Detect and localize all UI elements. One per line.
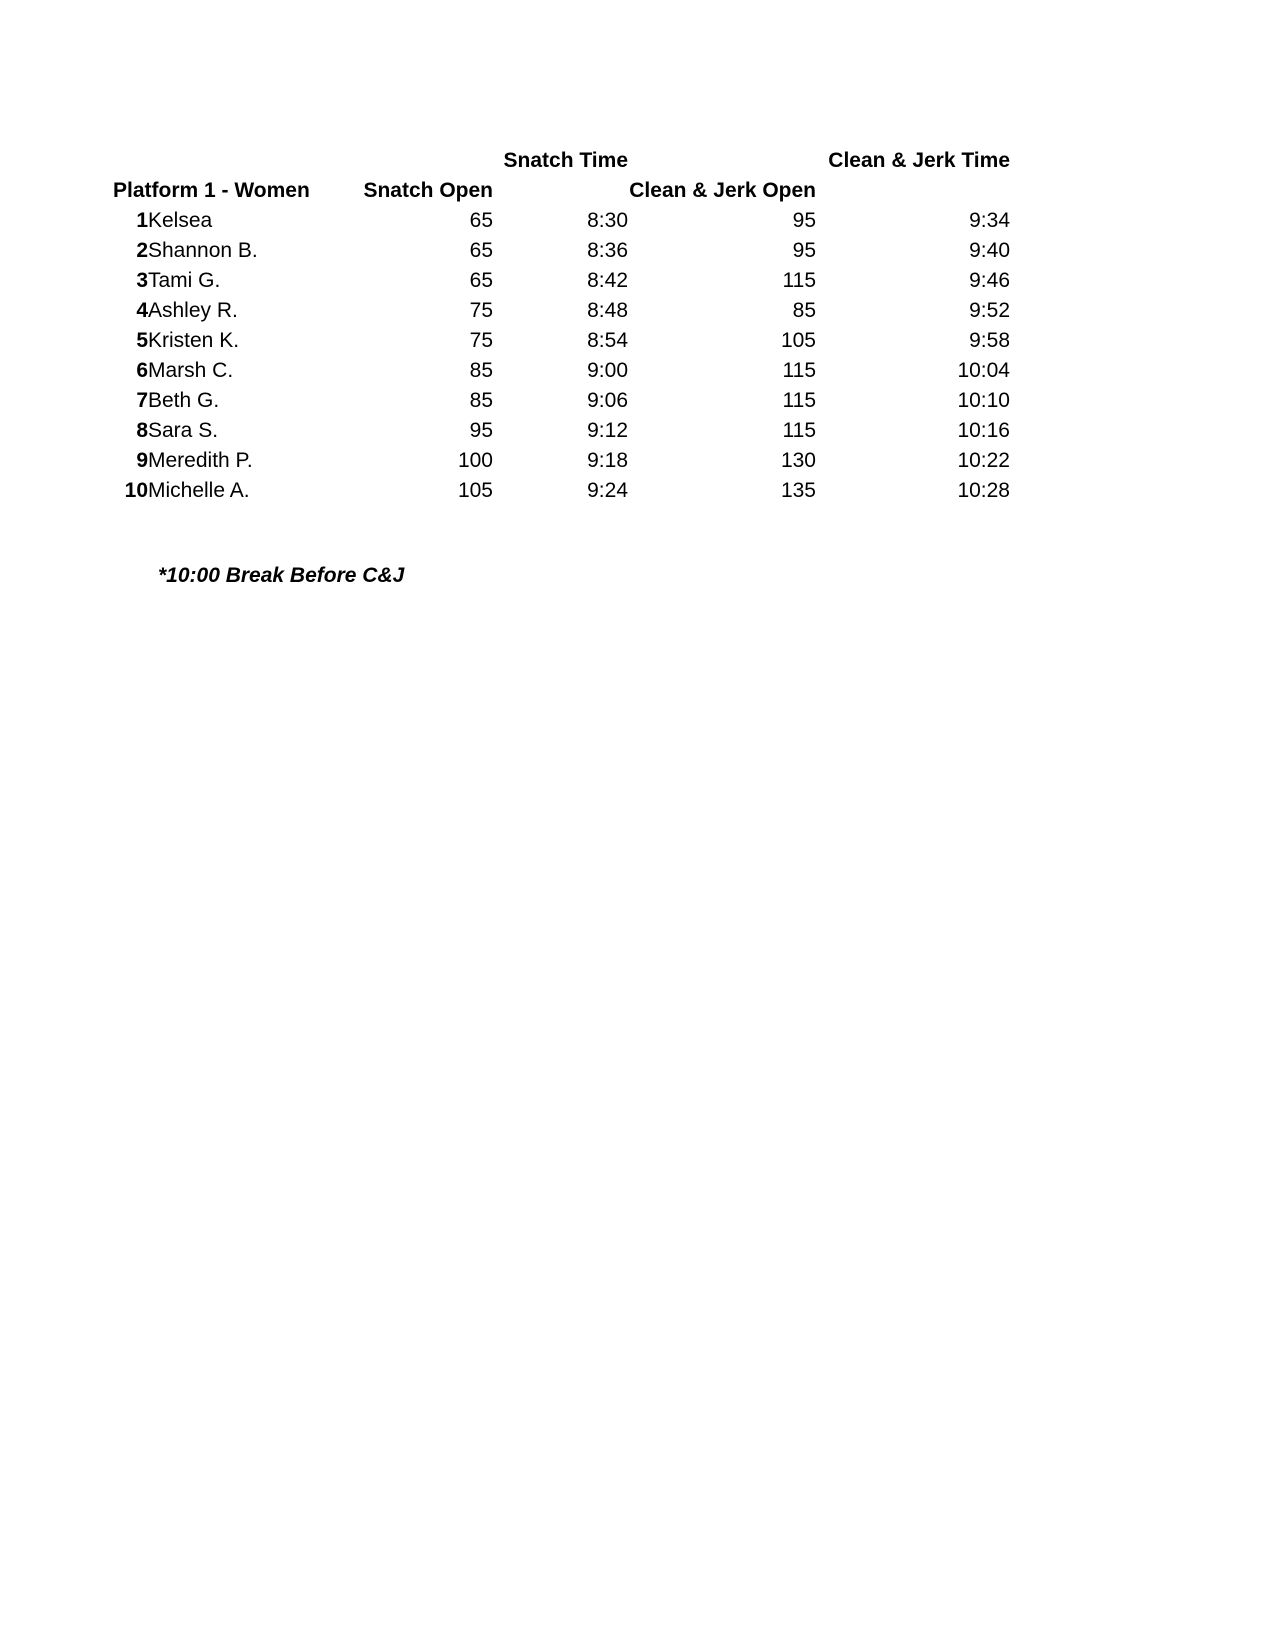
snatch-open-header: Snatch Open xyxy=(363,179,493,202)
row-number: 10 xyxy=(124,479,148,502)
snatch-time-value: 9:18 xyxy=(587,449,628,472)
clean-jerk-open-value: 135 xyxy=(780,479,816,502)
clean-jerk-time-value: 9:34 xyxy=(969,209,1010,232)
clean-jerk-open-header: Clean & Jerk Open xyxy=(629,179,816,202)
athlete-name: Shannon B. xyxy=(148,239,258,262)
athlete-name: Michelle A. xyxy=(148,479,250,502)
snatch-time-header: Snatch Time xyxy=(503,149,628,172)
snatch-open-value: 100 xyxy=(457,449,493,472)
table-row: 7 Beth G. 85 9:06 115 10:10 xyxy=(113,386,1010,416)
empty-cell xyxy=(113,146,148,176)
clean-jerk-open-value: 115 xyxy=(782,419,816,442)
snatch-open-value: 105 xyxy=(457,479,493,502)
schedule-table: Snatch Time Clean & Jerk Time Platform 1… xyxy=(113,146,1010,506)
snatch-open-value: 65 xyxy=(469,209,493,232)
snatch-open-value: 65 xyxy=(469,269,493,292)
snatch-open-value: 75 xyxy=(469,329,493,352)
row-number: 3 xyxy=(136,269,148,292)
empty-cell xyxy=(628,146,816,176)
clean-jerk-open-value: 130 xyxy=(780,449,816,472)
athlete-name: Sara S. xyxy=(148,419,219,442)
table-row: 3 Tami G. 65 8:42 115 9:46 xyxy=(113,266,1010,296)
table-row: 6 Marsh C. 85 9:00 115 10:04 xyxy=(113,356,1010,386)
clean-jerk-time-value: 10:22 xyxy=(957,449,1010,472)
table-row: 8 Sara S. 95 9:12 115 10:16 xyxy=(113,416,1010,446)
clean-jerk-open-value: 115 xyxy=(782,269,816,292)
table-row: 2 Shannon B. 65 8:36 95 9:40 xyxy=(113,236,1010,266)
snatch-time-value: 8:42 xyxy=(587,269,628,292)
clean-jerk-time-value: 10:10 xyxy=(957,389,1010,412)
empty-cell xyxy=(353,146,493,176)
empty-cell xyxy=(816,176,1010,206)
snatch-time-value: 9:06 xyxy=(587,389,628,412)
snatch-time-value: 8:30 xyxy=(587,209,628,232)
athlete-name: Tami G. xyxy=(148,269,221,292)
clean-jerk-time-header: Clean & Jerk Time xyxy=(828,149,1010,172)
clean-jerk-time-value: 9:52 xyxy=(969,299,1010,322)
clean-jerk-open-value: 105 xyxy=(780,329,816,352)
clean-jerk-open-value: 95 xyxy=(792,209,816,232)
table-row: 4 Ashley R. 75 8:48 85 9:52 xyxy=(113,296,1010,326)
athlete-name: Kelsea xyxy=(148,209,213,232)
row-number: 9 xyxy=(136,449,148,472)
clean-jerk-open-value: 95 xyxy=(792,239,816,262)
athlete-name: Beth G. xyxy=(148,389,220,412)
row-number: 5 xyxy=(136,329,148,352)
clean-jerk-time-value: 10:28 xyxy=(957,479,1010,502)
platform-header: Platform 1 - Women xyxy=(113,179,310,202)
table-row: 10 Michelle A. 105 9:24 135 10:28 xyxy=(113,476,1010,506)
snatch-time-value: 9:24 xyxy=(587,479,628,502)
athlete-name: Meredith P. xyxy=(148,449,253,472)
snatch-open-value: 75 xyxy=(469,299,493,322)
column-header-row: Platform 1 - Women Snatch Open Clean & J… xyxy=(113,176,1010,206)
clean-jerk-time-value: 9:58 xyxy=(969,329,1010,352)
clean-jerk-time-value: 9:40 xyxy=(969,239,1010,262)
row-number: 4 xyxy=(136,299,148,322)
clean-jerk-time-value: 9:46 xyxy=(969,269,1010,292)
snatch-time-value: 8:36 xyxy=(587,239,628,262)
empty-cell xyxy=(148,146,353,176)
clean-jerk-open-value: 85 xyxy=(792,299,816,322)
schedule-sheet: Snatch Time Clean & Jerk Time Platform 1… xyxy=(113,146,1010,588)
row-number: 6 xyxy=(136,359,148,382)
clean-jerk-time-value: 10:04 xyxy=(957,359,1010,382)
table-row: 5 Kristen K. 75 8:54 105 9:58 xyxy=(113,326,1010,356)
break-footnote: *10:00 Break Before C&J xyxy=(158,564,405,587)
table-row: 9 Meredith P. 100 9:18 130 10:22 xyxy=(113,446,1010,476)
clean-jerk-time-value: 10:16 xyxy=(957,419,1010,442)
snatch-time-value: 8:48 xyxy=(587,299,628,322)
athlete-name: Ashley R. xyxy=(148,299,238,322)
clean-jerk-open-value: 115 xyxy=(782,389,816,412)
snatch-open-value: 85 xyxy=(469,389,493,412)
group-header-row: Snatch Time Clean & Jerk Time xyxy=(113,146,1010,176)
row-number: 1 xyxy=(136,209,148,232)
athlete-name: Marsh C. xyxy=(148,359,234,382)
row-number: 8 xyxy=(136,419,148,442)
snatch-time-value: 9:12 xyxy=(587,419,628,442)
row-number: 7 xyxy=(136,389,148,412)
snatch-time-value: 9:00 xyxy=(587,359,628,382)
clean-jerk-open-value: 115 xyxy=(782,359,816,382)
snatch-time-value: 8:54 xyxy=(587,329,628,352)
empty-cell xyxy=(493,176,628,206)
snatch-open-value: 85 xyxy=(469,359,493,382)
snatch-open-value: 95 xyxy=(469,419,493,442)
table-row: 1 Kelsea 65 8:30 95 9:34 xyxy=(113,206,1010,236)
row-number: 2 xyxy=(136,239,148,262)
athlete-name: Kristen K. xyxy=(148,329,240,352)
snatch-open-value: 65 xyxy=(469,239,493,262)
